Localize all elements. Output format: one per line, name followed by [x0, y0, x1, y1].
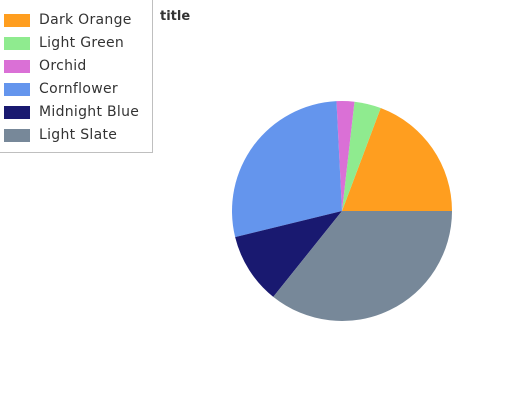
legend-label: Midnight Blue [39, 104, 140, 120]
legend-item: Dark Orange [4, 11, 132, 29]
pie-slice-cornflower [231, 101, 342, 238]
legend: Dark Orange Light Green Orchid Cornflower Mi… [0, 0, 153, 153]
pie-slice-midnight-blue [235, 211, 342, 297]
legend-label: Dark Orange [39, 12, 132, 28]
legend-item: Cornflower [4, 80, 118, 98]
legend-swatch [4, 59, 30, 73]
legend-label: Orchid [39, 58, 87, 74]
legend-swatch [4, 82, 30, 96]
legend-swatch [4, 13, 30, 27]
legend-swatch [4, 105, 30, 119]
pie-slice-light-slate [273, 211, 452, 322]
legend-label: Cornflower [39, 81, 118, 97]
legend-item: Light Slate [4, 126, 117, 144]
legend-item: Light Green [4, 34, 124, 52]
pie-slice-dark-orange [342, 108, 452, 211]
pie-slice-light-green [342, 101, 381, 211]
pie-slice-orchid [336, 101, 355, 211]
legend-item: Midnight Blue [4, 103, 139, 121]
chart-title: title [160, 9, 191, 24]
legend-swatch [4, 36, 30, 50]
legend-label: Light Slate [39, 127, 118, 143]
legend-swatch [4, 128, 30, 142]
legend-item: Orchid [4, 57, 87, 75]
legend-label: Light Green [39, 35, 125, 51]
